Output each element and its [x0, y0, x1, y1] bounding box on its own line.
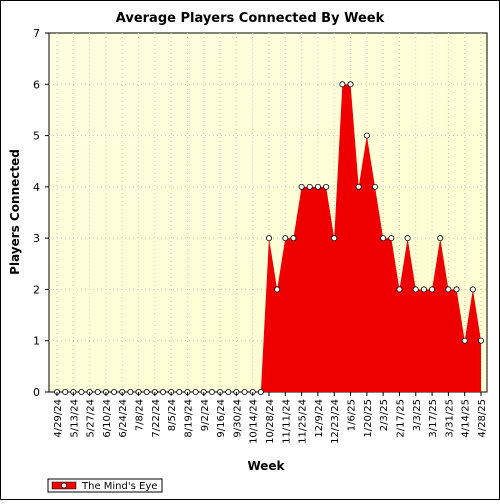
data-point — [380, 235, 387, 242]
legend-label: The Mind's Eye — [81, 481, 157, 492]
x-tick-label: 2/3/25 — [379, 399, 390, 431]
data-point — [453, 286, 460, 293]
data-point — [257, 388, 264, 395]
y-tick-label: 0 — [33, 386, 40, 399]
x-tick-label: 1/6/25 — [347, 399, 358, 431]
x-tick-label: 3/17/25 — [428, 399, 439, 438]
series-markers — [54, 81, 484, 395]
data-point — [339, 81, 346, 88]
y-tick-label: 2 — [33, 283, 40, 296]
data-point — [420, 286, 427, 293]
x-axis-ticks: 4/29/24 5/13/24 5/27/24 6/10/24 6/24/24 7/8/2… — [53, 392, 488, 444]
x-tick-label: 8/5/24 — [167, 399, 178, 431]
x-tick-label: 3/31/25 — [444, 399, 455, 438]
data-point — [274, 286, 281, 293]
data-point — [461, 337, 468, 344]
data-point — [477, 337, 484, 344]
data-point — [388, 235, 395, 242]
x-tick-label: 7/22/24 — [151, 399, 162, 438]
legend-marker-icon — [61, 482, 67, 489]
data-point — [208, 388, 215, 395]
x-tick-label: 4/29/24 — [53, 399, 64, 438]
data-point — [331, 235, 338, 242]
data-point — [396, 286, 403, 293]
x-axis-label: Week — [247, 459, 285, 473]
data-point — [241, 388, 248, 395]
y-axis-ticks: 0 1 2 3 4 5 6 7 — [33, 27, 49, 399]
x-tick-label: 4/14/25 — [461, 399, 472, 438]
y-tick-label: 4 — [33, 181, 40, 194]
data-point — [306, 183, 313, 190]
data-point — [298, 183, 305, 190]
data-point — [290, 235, 297, 242]
data-point — [429, 286, 436, 293]
x-tick-label: 6/24/24 — [118, 399, 129, 438]
y-tick-label: 3 — [33, 232, 40, 245]
x-tick-label: 12/9/24 — [314, 399, 325, 438]
data-point — [111, 388, 118, 395]
x-tick-label: 9/30/24 — [232, 399, 243, 438]
x-tick-label: 1/20/25 — [363, 399, 374, 438]
data-point — [437, 235, 444, 242]
data-point — [363, 132, 370, 139]
data-point — [225, 388, 232, 395]
x-tick-label: 9/16/24 — [216, 399, 227, 438]
legend-box — [47, 478, 163, 493]
data-point — [445, 286, 452, 293]
x-tick-label: 9/2/24 — [200, 399, 211, 431]
y-axis-label: Players Connected — [8, 149, 22, 275]
x-tick-label: 3/3/25 — [412, 399, 423, 431]
data-point — [355, 183, 362, 190]
y-tick-label: 7 — [33, 27, 40, 40]
data-point — [371, 183, 378, 190]
x-tick-label: 6/10/24 — [102, 399, 113, 438]
data-point — [323, 183, 330, 190]
x-tick-label: 10/14/24 — [249, 399, 260, 444]
x-tick-label: 5/13/24 — [69, 399, 80, 438]
legend: The Mind's Eye — [47, 478, 163, 493]
data-point — [314, 183, 321, 190]
data-point — [159, 388, 166, 395]
y-tick-label: 1 — [33, 335, 40, 348]
data-point — [469, 286, 476, 293]
data-point — [127, 388, 134, 395]
x-tick-label: 2/17/25 — [395, 399, 406, 438]
data-point — [412, 286, 419, 293]
x-tick-label: 7/8/24 — [135, 399, 146, 431]
y-tick-label: 6 — [33, 78, 40, 91]
x-tick-label: 11/11/24 — [281, 399, 292, 444]
chart-title: Average Players Connected By Week — [116, 11, 385, 26]
data-point — [265, 235, 272, 242]
data-point — [62, 388, 69, 395]
data-point — [282, 235, 289, 242]
data-point — [176, 388, 183, 395]
data-point — [94, 388, 101, 395]
y-tick-label: 5 — [33, 130, 40, 143]
x-tick-label: 5/27/24 — [86, 399, 97, 438]
data-point — [404, 235, 411, 242]
x-tick-label: 8/19/24 — [183, 399, 194, 438]
data-point — [192, 388, 199, 395]
x-tick-label: 4/28/25 — [477, 399, 488, 438]
x-tick-label: 10/28/24 — [265, 399, 276, 444]
x-tick-label: 12/23/24 — [330, 399, 341, 444]
data-point — [78, 388, 85, 395]
x-tick-label: 11/25/24 — [298, 399, 309, 444]
data-point — [143, 388, 150, 395]
data-point — [347, 81, 354, 88]
